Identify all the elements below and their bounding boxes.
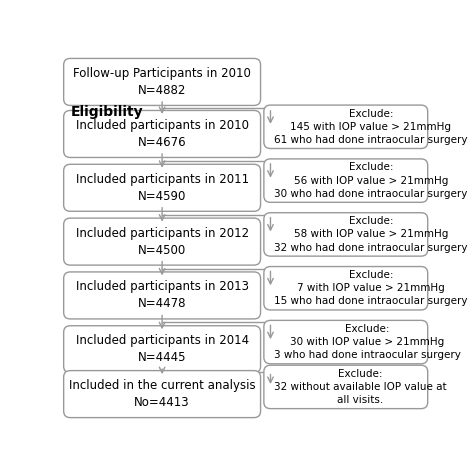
Text: Exclude:
58 with IOP value > 21mmHg
32 who had done intraocular surgery: Exclude: 58 with IOP value > 21mmHg 32 w… [274,216,468,253]
FancyBboxPatch shape [264,105,428,149]
FancyBboxPatch shape [64,58,261,105]
Text: Exclude:
145 with IOP value > 21mmHg
61 who had done intraocular surgery: Exclude: 145 with IOP value > 21mmHg 61 … [274,109,468,145]
Text: Exclude:
32 without available IOP value at
all visits.: Exclude: 32 without available IOP value … [274,369,447,405]
FancyBboxPatch shape [64,326,261,373]
FancyBboxPatch shape [264,212,428,256]
FancyBboxPatch shape [264,320,428,364]
FancyBboxPatch shape [64,164,261,211]
Text: Included participants in 2014
N=4445: Included participants in 2014 N=4445 [75,334,249,364]
FancyBboxPatch shape [64,370,261,418]
Text: Eligibility: Eligibility [70,104,143,118]
Text: Exclude:
30 with IOP value > 21mmHg
3 who had done intraocular surgery: Exclude: 30 with IOP value > 21mmHg 3 wh… [274,324,461,360]
Text: Exclude:
56 with IOP value > 21mmHg
30 who had done intraocular surgery: Exclude: 56 with IOP value > 21mmHg 30 w… [274,163,467,199]
Text: Included participants in 2013
N=4478: Included participants in 2013 N=4478 [76,281,248,310]
Text: Follow-up Participants in 2010
N=4882: Follow-up Participants in 2010 N=4882 [73,67,251,97]
Text: Included participants in 2010
N=4676: Included participants in 2010 N=4676 [76,119,248,149]
FancyBboxPatch shape [264,365,428,409]
Text: Exclude:
7 with IOP value > 21mmHg
15 who had done intraocular surgery: Exclude: 7 with IOP value > 21mmHg 15 wh… [274,270,468,307]
FancyBboxPatch shape [264,267,428,310]
Text: Included participants in 2012
N=4500: Included participants in 2012 N=4500 [75,226,249,257]
FancyBboxPatch shape [64,272,261,319]
FancyBboxPatch shape [264,159,428,202]
FancyBboxPatch shape [64,110,261,158]
Text: Included participants in 2011
N=4590: Included participants in 2011 N=4590 [75,173,249,203]
FancyBboxPatch shape [64,218,261,265]
Text: Included in the current analysis
No=4413: Included in the current analysis No=4413 [69,379,255,409]
